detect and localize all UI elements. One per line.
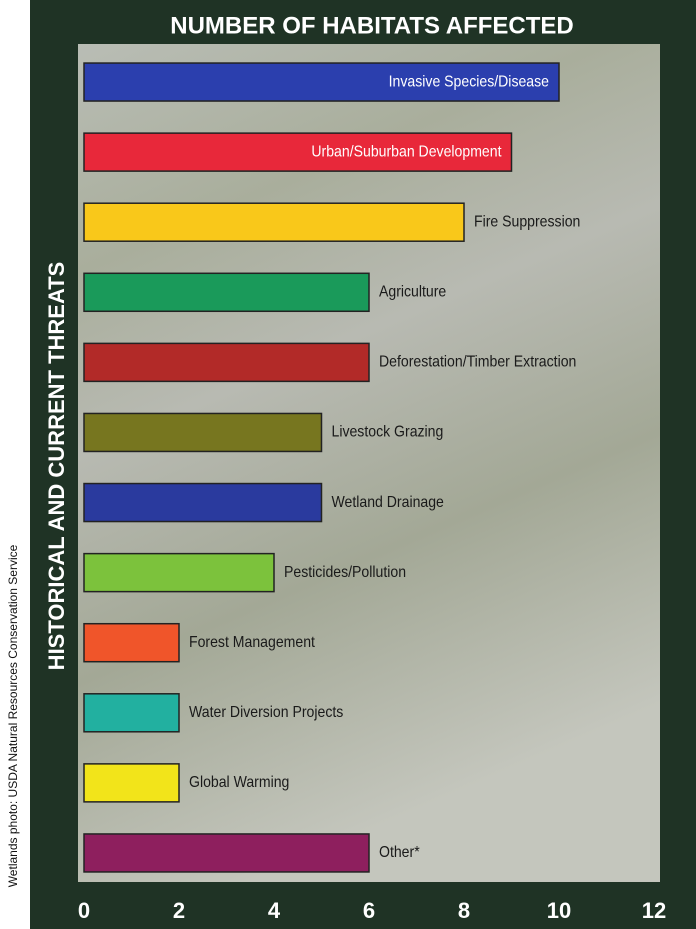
bar-label: Global Warming	[189, 773, 289, 791]
bar	[84, 694, 179, 732]
x-tick-label: 0	[78, 898, 90, 923]
bar-label: Fire Suppression	[474, 213, 580, 231]
bar	[84, 624, 179, 662]
x-tick-label: 12	[642, 898, 666, 923]
bar-label: Agriculture	[379, 283, 446, 301]
bar-label: Water Diversion Projects	[189, 703, 343, 721]
x-tick-label: 2	[173, 898, 185, 923]
bar	[84, 554, 274, 592]
bar-label: Deforestation/Timber Extraction	[379, 353, 576, 371]
photo-credit: Wetlands photo: USDA Natural Resources C…	[6, 544, 20, 887]
y-axis-title: HISTORICAL AND CURRENT THREATS	[44, 262, 69, 671]
chart: Wetlands photo: USDA Natural Resources C…	[0, 0, 696, 929]
bar	[84, 413, 322, 451]
bar	[84, 764, 179, 802]
x-tick-label: 6	[363, 898, 375, 923]
bar	[84, 343, 369, 381]
bar	[84, 273, 369, 311]
x-tick-label: 4	[268, 898, 281, 923]
bar-label: Invasive Species/Disease	[389, 72, 549, 90]
bar-label: Other*	[379, 843, 420, 861]
bar-label: Pesticides/Pollution	[284, 563, 406, 581]
chart-title: NUMBER OF HABITATS AFFECTED	[170, 12, 574, 39]
bar-label: Livestock Grazing	[332, 423, 444, 441]
bar-label: Forest Management	[189, 633, 316, 651]
bar	[84, 203, 464, 241]
bar	[84, 834, 369, 872]
x-tick-label: 8	[458, 898, 470, 923]
bar	[84, 484, 322, 522]
bar-label: Urban/Suburban Development	[311, 143, 502, 161]
x-tick-label: 10	[547, 898, 571, 923]
bar-label: Wetland Drainage	[332, 493, 444, 511]
